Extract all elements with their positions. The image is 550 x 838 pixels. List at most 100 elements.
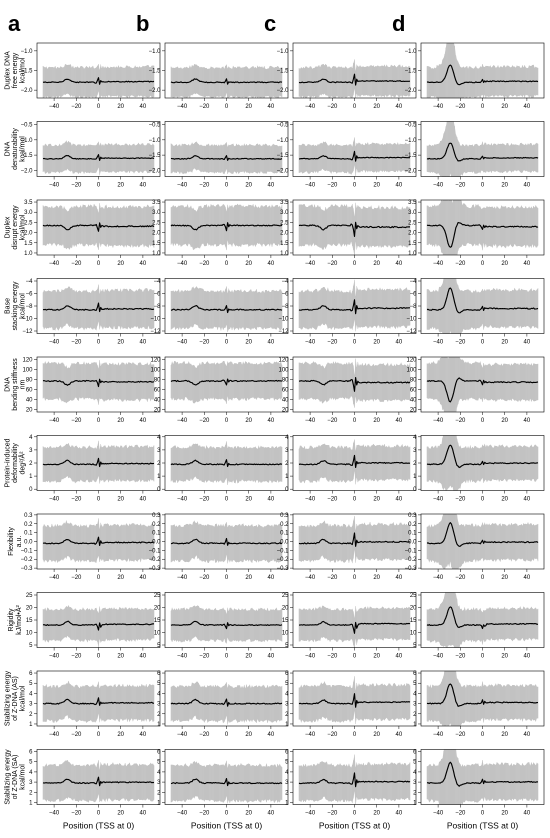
y-tick-label: −1.5 [405, 69, 418, 75]
row-label-line: Stabilizing energy [4, 749, 11, 805]
y-tick-label: 100 [150, 368, 161, 374]
x-tick-label: 0 [481, 497, 485, 503]
x-tick-label: 40 [140, 261, 147, 267]
x-tick-label: 0 [481, 183, 485, 189]
row-label-line: Flexibility [8, 527, 15, 556]
y-tick-label: −2.0 [277, 88, 290, 94]
mean-line [426, 606, 539, 630]
y-tick-label: −1.5 [149, 69, 162, 75]
x-tick-label: 40 [524, 497, 531, 503]
y-tick-label: −1.0 [149, 138, 162, 144]
x-tick-label: −20 [327, 104, 338, 110]
x-tick-label: 0 [97, 654, 101, 660]
mean-line [170, 78, 283, 85]
x-tick-label: −20 [455, 654, 466, 660]
mean-line [170, 777, 283, 787]
y-tick-label: 3 [29, 702, 33, 708]
y-tick-label: 2 [285, 790, 289, 796]
y-tick-label: 5 [157, 643, 161, 649]
y-tick-label: 3 [413, 702, 417, 708]
y-tick-label: 5 [29, 760, 33, 766]
row-label-3: Base stacking energy kcal/mol [4, 281, 26, 331]
y-tick-label: 2.0 [280, 231, 289, 237]
x-tick-label: 40 [140, 811, 147, 817]
sd-bars [42, 680, 155, 723]
y-tick-label: 1 [29, 722, 33, 728]
mean-line [42, 222, 155, 232]
y-tick-label: 2 [29, 712, 33, 718]
x-tick-label: −20 [71, 183, 82, 189]
mean-line [42, 154, 155, 162]
mean-line [170, 698, 283, 707]
x-tick-label: −40 [433, 497, 444, 503]
x-tick-label: 20 [117, 497, 124, 503]
mean-line [426, 221, 539, 248]
panel-b-row-6: 0.3 0.2 0.1 0.0 −0.1 −0.2 −0.3 −40 −20 0 20 40 [149, 513, 289, 581]
y-tick-label: 6 [285, 671, 289, 677]
mean-line [426, 64, 539, 86]
x-tick-label: −40 [433, 811, 444, 817]
y-tick-label: 0.0 [24, 540, 33, 546]
mean-line [170, 378, 283, 386]
x-tick-label: −40 [305, 811, 316, 817]
x-tick-label: 40 [140, 497, 147, 503]
mean-line [426, 683, 539, 707]
panel-d-row-6: 0.3 0.2 0.1 0.0 −0.1 −0.2 −0.3 −40 −20 0 20 40 [405, 513, 545, 581]
sd-bars [426, 278, 539, 334]
y-tick-label: 3 [157, 702, 161, 708]
y-tick-label: 0 [29, 487, 33, 493]
x-tick-label: −20 [327, 497, 338, 503]
x-tick-label: −40 [305, 575, 316, 581]
x-tick-label: 20 [117, 261, 124, 267]
y-tick-label: 2 [157, 712, 161, 718]
x-tick-label: 40 [140, 732, 147, 738]
x-tick-label: 0 [225, 340, 229, 346]
x-tick-label: 40 [396, 418, 403, 424]
y-tick-label: 0.1 [408, 531, 417, 537]
y-tick-label: −1.0 [405, 138, 418, 144]
y-tick-label: 0.0 [152, 540, 161, 546]
row-label-line: kcal/mol [20, 57, 27, 83]
row-label-line: stacking energy [12, 281, 19, 331]
y-tick-label: −4 [26, 279, 34, 285]
x-tick-label: 40 [396, 811, 403, 817]
panel-b-row-3: −4 −6 −8 −10 −12 −40 −20 0 20 40 [150, 278, 289, 346]
x-tick-label: −20 [71, 418, 82, 424]
x-tick-label: −20 [455, 183, 466, 189]
y-tick-label: −0.1 [21, 548, 34, 554]
y-tick-label: 5 [413, 681, 417, 687]
x-tick-label: 0 [225, 575, 229, 581]
x-tick-label: −40 [177, 104, 188, 110]
y-tick-label: 3.0 [152, 210, 161, 216]
x-tick-label: 40 [268, 261, 275, 267]
row-label-line: Stabilizing energy [4, 670, 11, 726]
x-tick-label: 0 [481, 732, 485, 738]
y-tick-label: 4 [413, 770, 417, 776]
sd-bars [298, 137, 411, 176]
y-tick-label: 80 [154, 378, 161, 384]
row-label-line: Protein-induced [4, 438, 11, 487]
y-tick-label: 0.3 [408, 513, 417, 519]
x-tick-label: −40 [305, 104, 316, 110]
mean-line [42, 302, 155, 313]
x-tick-label: 20 [501, 183, 508, 189]
x-tick-label: 0 [97, 575, 101, 581]
mean-line [298, 150, 411, 162]
y-tick-label: −10 [150, 317, 161, 323]
y-tick-label: 60 [26, 388, 33, 394]
x-tick-label: −40 [177, 497, 188, 503]
panel-a-row-2: 3.5 3.0 2.5 2.0 1.5 1.0 −40 −20 0 20 40 [24, 199, 161, 267]
y-tick-label: 2.5 [152, 220, 161, 226]
sd-bars [298, 439, 411, 485]
y-tick-label: −1.5 [149, 153, 162, 159]
x-tick-label: 0 [225, 654, 229, 660]
x-tick-label: −20 [327, 811, 338, 817]
x-tick-label: 20 [117, 575, 124, 581]
y-tick-label: 4 [413, 435, 417, 441]
x-tick-label: 40 [268, 732, 275, 738]
panel-a-row-6: 0.3 0.2 0.1 0.0 −0.1 −0.2 −0.3 −40 −20 0 20 40 [21, 513, 161, 581]
x-tick-label: 0 [353, 418, 357, 424]
y-tick-label: 20 [282, 408, 289, 414]
y-tick-label: 1 [413, 474, 417, 480]
